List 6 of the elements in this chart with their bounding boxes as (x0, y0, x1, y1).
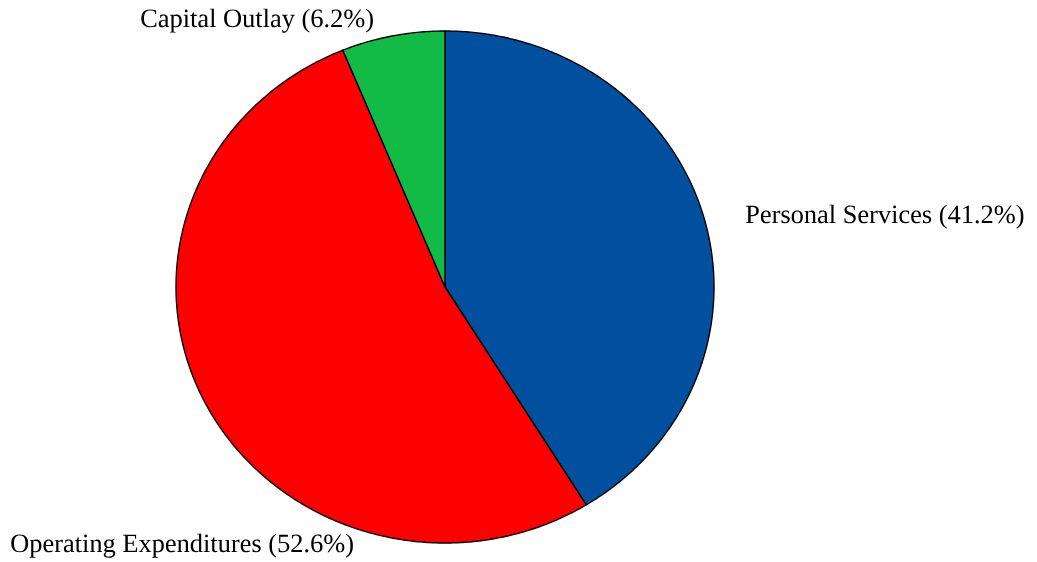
slice-label: Personal Services (745, 204, 932, 224)
slice-label: Capital Outlay (141, 8, 295, 33)
data-label: (41.2%) (939, 204, 1024, 229)
data-label: (52.6%) (269, 533, 353, 558)
data-label: (6.2%) (302, 8, 373, 33)
slice-label: Operating Expenditures (11, 533, 261, 558)
